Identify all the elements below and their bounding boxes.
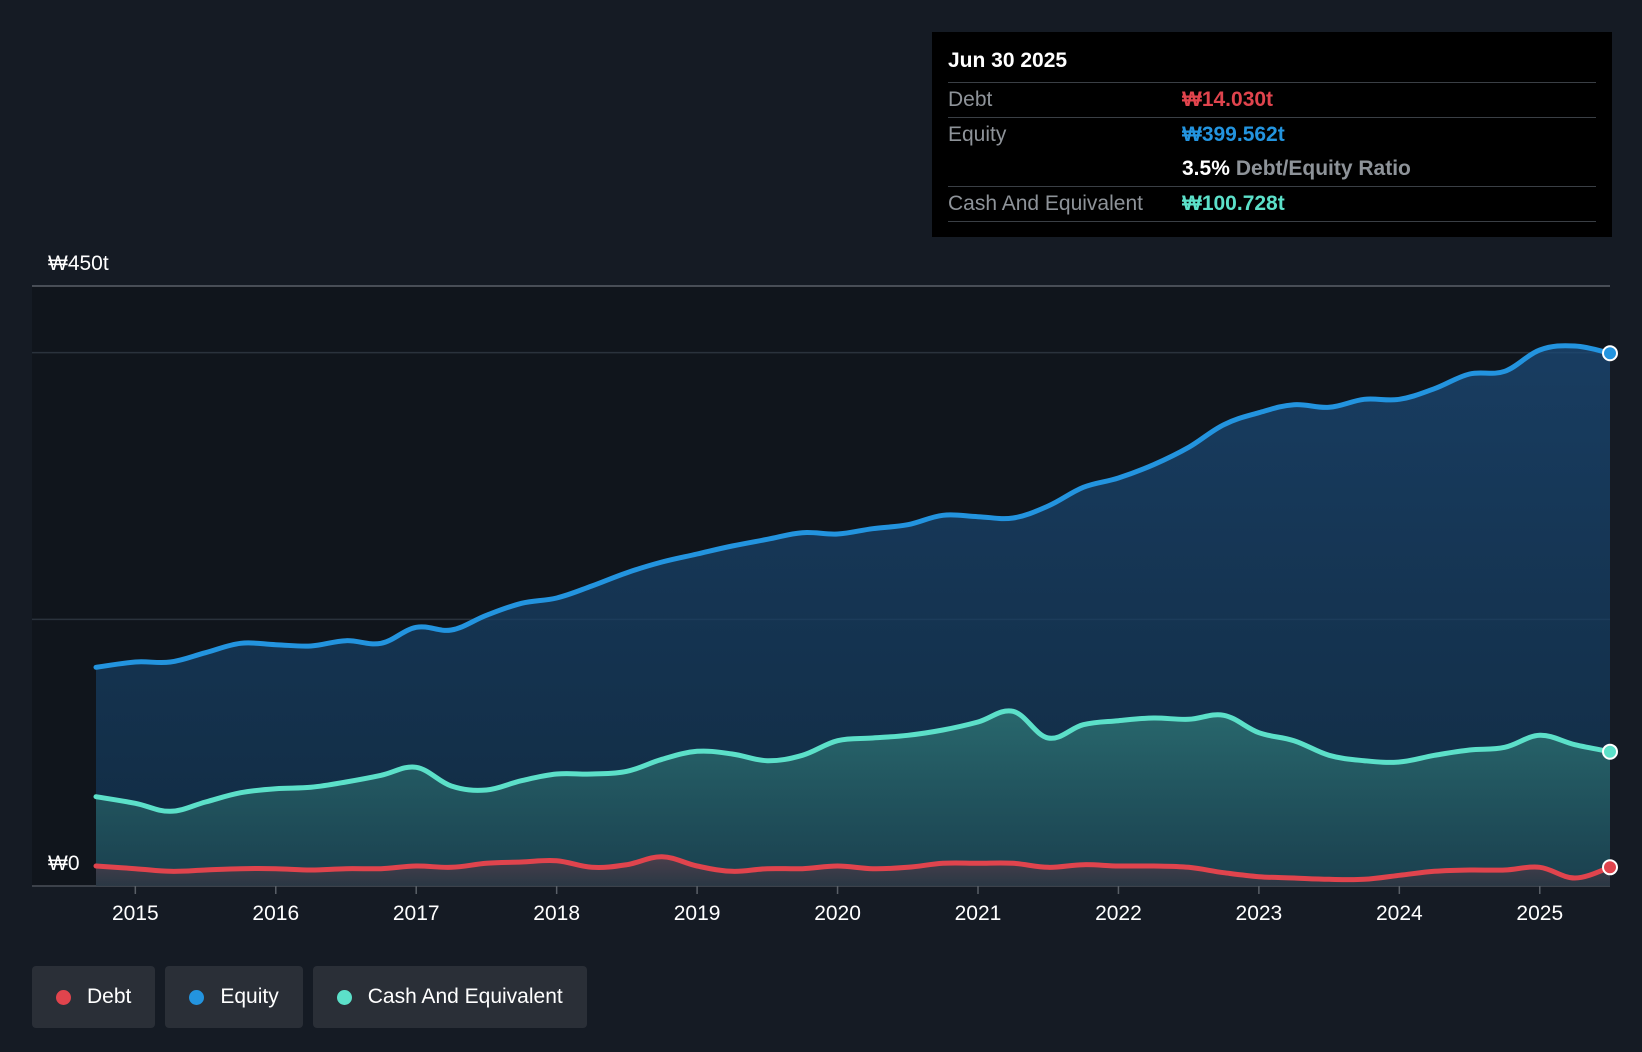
legend-label-equity: Equity <box>220 985 279 1008</box>
x-tick-label-2022: 2022 <box>1095 902 1142 925</box>
cash-line <box>93 708 1613 814</box>
x-tick-label-2023: 2023 <box>1236 902 1283 925</box>
x-tick-label-2018: 2018 <box>533 902 580 925</box>
tooltip-row-ratio: 3.5% Debt/Equity Ratio <box>948 152 1596 187</box>
debt-dot-icon <box>56 989 71 1005</box>
tooltip-equity-label: Equity <box>948 123 1007 146</box>
debt-area <box>96 856 1610 886</box>
cash-end-marker <box>1602 743 1618 760</box>
tooltip-ratio-value: 3.5% <box>1182 157 1230 180</box>
x-tick-label-2017: 2017 <box>393 902 440 925</box>
tooltip-equity-value: ₩399.562t <box>1182 123 1285 146</box>
legend: Debt Equity Cash And Equivalent <box>32 966 587 1028</box>
x-axis-ticks: 2015 2016 2017 2018 2019 2020 2021 2022 2023 2024… <box>112 886 1563 925</box>
legend-item-equity[interactable]: Equity <box>165 966 303 1028</box>
x-tick-label-2024: 2024 <box>1376 902 1423 925</box>
series-end-markers <box>1602 345 1618 876</box>
legend-item-debt[interactable]: Debt <box>32 966 156 1028</box>
y-axis-bottom-label: ₩0 <box>48 852 80 875</box>
x-tick-label-2015: 2015 <box>112 902 159 925</box>
equity-dot-icon <box>189 989 205 1005</box>
tooltip-ratio-label: Debt/Equity Ratio <box>1235 157 1411 180</box>
tooltip-debt-label: Debt <box>948 88 993 111</box>
tooltip-debt-value: ₩14.030t <box>1182 88 1274 111</box>
tooltip-row-debt: Debt ₩14.030t <box>948 83 1596 118</box>
x-tick-label-2019: 2019 <box>674 902 721 925</box>
debt-end-marker <box>1602 859 1618 876</box>
tooltip-row-cash: Cash And Equivalent ₩100.728t <box>948 187 1596 222</box>
series-lines <box>93 343 1613 883</box>
cash-area <box>96 710 1610 886</box>
x-tick-label-2021: 2021 <box>955 902 1002 925</box>
tooltip-cash-value: ₩100.728t <box>1182 192 1285 215</box>
debt-line <box>93 854 1613 883</box>
legend-label-cash: Cash And Equivalent <box>367 985 563 1008</box>
legend-label-debt: Debt <box>87 985 132 1008</box>
tooltip-panel: Jun 30 2025 Debt ₩14.030t Equity ₩399.56… <box>932 32 1612 237</box>
y-axis-top-label: ₩450t <box>48 252 109 275</box>
cash-dot-icon <box>336 989 352 1005</box>
series-areas <box>96 345 1610 886</box>
equity-end-marker <box>1602 345 1618 362</box>
x-tick-label-2025: 2025 <box>1516 902 1563 925</box>
x-tick-label-2020: 2020 <box>814 902 861 925</box>
tooltip-cash-label: Cash And Equivalent <box>948 192 1143 215</box>
tooltip-row-equity: Equity ₩399.562t <box>948 118 1596 152</box>
tooltip-date: Jun 30 2025 <box>948 46 1596 83</box>
x-tick-label-2016: 2016 <box>252 902 299 925</box>
equity-line <box>93 343 1613 670</box>
legend-item-cash[interactable]: Cash And Equivalent <box>312 966 587 1028</box>
